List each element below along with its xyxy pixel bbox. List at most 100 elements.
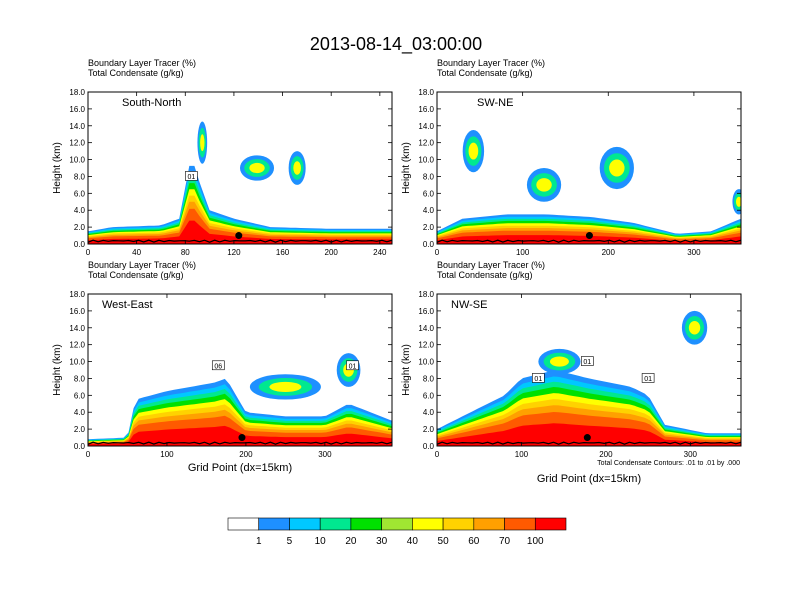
x-tick-label: 200: [325, 248, 339, 257]
panel-variable-condensate: Total Condensate (g/kg): [88, 68, 184, 78]
x-tick-label: 200: [599, 450, 613, 459]
y-tick-label: 0.0: [423, 442, 435, 451]
y-tick-label: 8.0: [74, 374, 86, 383]
terrain-line: [88, 239, 392, 243]
x-tick-label: 200: [239, 450, 253, 459]
contour-label-0: 01: [534, 376, 542, 383]
contour-label-0: 01: [187, 174, 195, 181]
colorbar-bin-1: [258, 517, 290, 531]
y-tick-label: 14.0: [418, 324, 434, 333]
y-tick-label: 16.0: [418, 307, 434, 316]
tracer-cloud-inner-3: [735, 196, 741, 207]
tracer-cloud-inner-1: [249, 162, 265, 174]
y-tick-label: 18.0: [418, 290, 434, 299]
tracer-cloud-inner-0: [200, 134, 205, 152]
colorbar-label-0: 1: [256, 536, 262, 547]
y-tick-label: 6.0: [74, 189, 86, 198]
y-tick-label: 0.0: [423, 240, 435, 249]
tracer-level-6: [88, 201, 392, 244]
panel-label: West-East: [102, 299, 153, 311]
y-tick-label: 8.0: [423, 172, 435, 181]
y-tick-label: 8.0: [423, 374, 435, 383]
y-axis-label: Height (km): [401, 142, 412, 194]
y-tick-label: 12.0: [418, 139, 434, 148]
colorbar-bin-7: [442, 517, 475, 531]
y-tick-label: 6.0: [74, 391, 86, 400]
x-axis-label-left: Grid Point (dx=15km): [188, 462, 292, 474]
y-tick-label: 4.0: [423, 206, 435, 215]
x-tick-label: 300: [684, 450, 698, 459]
y-tick-label: 12.0: [69, 341, 85, 350]
panel-variable-tracer: Boundary Layer Tracer (%): [88, 58, 196, 68]
tracer-level-8: [88, 220, 392, 244]
panel-variable-tracer: Boundary Layer Tracer (%): [437, 260, 545, 270]
colorbar-bin-5: [381, 517, 413, 531]
x-axis-label-right: Grid Point (dx=15km): [537, 473, 641, 485]
tracer-cloud-inner-2: [293, 161, 301, 175]
x-tick-label: 0: [86, 248, 91, 257]
tracer-cloud-inner-1: [549, 356, 569, 367]
contour-label-box-1: [346, 360, 359, 371]
figure-title: 2013-08-14_03:00:00: [310, 34, 482, 55]
colorbar-label-1: 5: [287, 536, 293, 547]
colorbar-bin-9: [504, 517, 536, 531]
contour-label-1: 01: [349, 363, 357, 370]
colorbar-label-5: 40: [407, 536, 419, 547]
x-tick-label: 40: [132, 248, 141, 257]
y-tick-label: 16.0: [418, 105, 434, 114]
y-tick-label: 10.0: [418, 358, 434, 367]
x-tick-label: 120: [227, 248, 241, 257]
plot-frame: [436, 293, 742, 447]
terrain-line: [88, 441, 392, 445]
location-marker: [235, 232, 243, 240]
tracer-level-1: [88, 172, 392, 244]
plot-frame: [87, 293, 393, 447]
contour-label-1: 01: [583, 359, 591, 366]
tracer-level-0: [88, 165, 392, 244]
tracer-cloud-inner-0: [269, 381, 302, 392]
y-axis-label: Height (km): [52, 142, 63, 194]
y-tick-label: 0.0: [74, 442, 86, 451]
x-tick-label: 300: [687, 248, 701, 257]
colorbar-bin-6: [412, 517, 444, 531]
contour-label-2: 01: [644, 376, 652, 383]
colorbar-bin-8: [473, 517, 505, 531]
x-tick-label: 80: [181, 248, 190, 257]
terrain-line: [437, 239, 741, 243]
plot-area: [437, 92, 741, 244]
colorbar-bin-3: [319, 517, 352, 531]
y-axis-label: Height (km): [401, 344, 412, 396]
colorbar-label-7: 60: [468, 536, 480, 547]
panel-nw-se: Boundary Layer Tracer (%)Total Condensat…: [401, 260, 742, 459]
contour-label-box-0: [532, 373, 545, 383]
panel-variable-tracer: Boundary Layer Tracer (%): [88, 260, 196, 270]
y-tick-label: 2.0: [74, 425, 86, 434]
panel-label: NW-SE: [451, 299, 487, 311]
y-tick-label: 14.0: [418, 122, 434, 131]
y-tick-label: 18.0: [69, 88, 85, 97]
x-tick-label: 100: [516, 248, 530, 257]
y-tick-label: 2.0: [423, 223, 435, 232]
y-tick-label: 18.0: [418, 88, 434, 97]
tracer-level-3: [88, 183, 392, 244]
plot-area: 06 01: [88, 294, 392, 446]
colorbar-label-4: 30: [376, 536, 388, 547]
contour-label-0: 06: [214, 363, 222, 370]
panel-sw-ne: Boundary Layer Tracer (%)Total Condensat…: [401, 58, 742, 257]
x-tick-label: 0: [435, 248, 440, 257]
contour-label-box-0: [211, 360, 225, 371]
colorbar-bin-2: [289, 517, 321, 531]
y-tick-label: 4.0: [423, 408, 435, 417]
y-tick-label: 10.0: [69, 358, 85, 367]
x-tick-label: 100: [515, 450, 529, 459]
y-tick-label: 18.0: [69, 290, 85, 299]
colorbar-bin-10: [534, 517, 567, 531]
colorbar-label-9: 100: [527, 536, 544, 547]
x-tick-label: 240: [373, 248, 387, 257]
panel-variable-tracer: Boundary Layer Tracer (%): [437, 58, 545, 68]
y-tick-label: 2.0: [74, 223, 86, 232]
location-marker: [583, 434, 591, 442]
tracer-cloud-inner-2: [609, 159, 625, 177]
plot-frame: [436, 91, 742, 245]
plot-frame: [87, 91, 393, 245]
